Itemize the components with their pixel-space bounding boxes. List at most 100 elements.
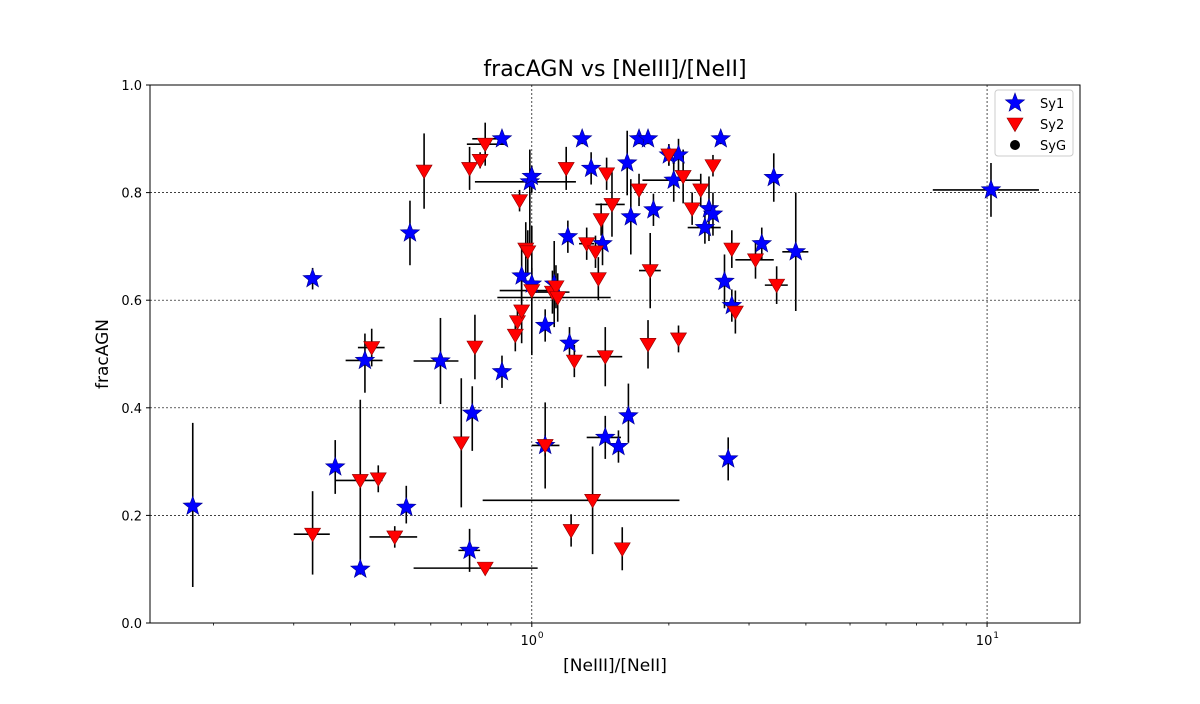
sy1-point bbox=[349, 558, 371, 578]
axis-ticks: 0.00.20.40.60.81.010 0 10 1 bbox=[121, 79, 999, 649]
y-axis-label: fracAGN bbox=[93, 319, 113, 389]
sy2-point bbox=[639, 338, 657, 353]
sy2-point bbox=[669, 332, 688, 348]
sy2-point bbox=[723, 242, 741, 258]
sy2-point bbox=[692, 183, 710, 199]
sy2-point bbox=[704, 159, 722, 174]
sy2-point bbox=[363, 341, 381, 356]
sy2-point bbox=[519, 245, 537, 260]
sy2-point bbox=[630, 183, 648, 199]
sy1-point bbox=[710, 127, 732, 148]
sy2-point bbox=[596, 350, 614, 365]
sy2-point bbox=[466, 340, 484, 356]
sy2-point bbox=[746, 253, 765, 269]
y-tick-label: 0.0 bbox=[121, 617, 142, 632]
sy2-point bbox=[461, 162, 479, 177]
sy1-point bbox=[324, 456, 346, 476]
sy1-point bbox=[511, 265, 532, 285]
sy1-point bbox=[643, 198, 664, 219]
sy2-point bbox=[562, 524, 580, 539]
plot-frame bbox=[149, 84, 1081, 624]
sy1-point bbox=[620, 205, 642, 226]
sy1-point bbox=[534, 314, 556, 335]
x-tick-label: 10 bbox=[521, 634, 538, 649]
sy2-point bbox=[603, 198, 621, 213]
sy1-point bbox=[580, 157, 602, 178]
sy2-point bbox=[549, 291, 567, 306]
sy1-point bbox=[637, 127, 659, 148]
sy1-point bbox=[557, 225, 579, 246]
sy1-point bbox=[491, 360, 513, 381]
sy1-point bbox=[980, 179, 1002, 199]
y-tick-label: 0.8 bbox=[121, 187, 142, 202]
sy2-point bbox=[523, 284, 541, 299]
sy1-point bbox=[751, 232, 773, 253]
sy2-point bbox=[584, 494, 602, 509]
sy2-point bbox=[613, 542, 631, 557]
sy1-point bbox=[608, 435, 629, 456]
sy1-point bbox=[559, 332, 580, 353]
x-axis-label: [NeIII]/[NeII] bbox=[563, 656, 667, 676]
sy1-point bbox=[430, 350, 451, 370]
y-tick-label: 0.4 bbox=[121, 402, 142, 417]
sy2-point bbox=[386, 530, 404, 546]
legend-marker-sy1 bbox=[1004, 92, 1026, 112]
sy1-point bbox=[594, 426, 616, 447]
sy1-point bbox=[182, 495, 204, 516]
sy1-point bbox=[491, 127, 513, 148]
y-tick-label: 0.2 bbox=[121, 509, 142, 524]
data-markers bbox=[182, 127, 1002, 578]
sy2-point bbox=[476, 561, 494, 577]
sy1-point bbox=[616, 152, 638, 172]
sy1-point bbox=[714, 270, 735, 291]
sy1-point bbox=[694, 216, 716, 237]
sy2-point bbox=[452, 436, 470, 451]
sy2-point bbox=[513, 304, 531, 320]
sy1-point bbox=[702, 203, 724, 223]
sy2-point bbox=[592, 213, 610, 228]
sy1-point bbox=[354, 349, 376, 370]
legend-marker-syg bbox=[1010, 140, 1020, 150]
sy1-point bbox=[399, 222, 421, 242]
sy1-point bbox=[461, 402, 483, 422]
sy2-point bbox=[683, 202, 701, 217]
sy1-point bbox=[521, 165, 543, 186]
sy2-point bbox=[508, 315, 526, 330]
sy2-point bbox=[476, 137, 494, 153]
sy2-point bbox=[726, 305, 744, 321]
x-tick-label: 10 bbox=[976, 634, 993, 649]
y-tick-label: 0.6 bbox=[121, 294, 142, 309]
sy1-point bbox=[571, 127, 593, 148]
sy2-point bbox=[674, 170, 692, 185]
sy2-point bbox=[471, 154, 489, 169]
x-tick-exponent: 1 bbox=[993, 631, 999, 641]
sy2-point bbox=[536, 439, 554, 454]
sy1-point bbox=[717, 448, 739, 468]
sy2-point bbox=[589, 272, 607, 287]
sy1-point bbox=[763, 166, 785, 187]
legend-label-sy1: Sy1 bbox=[1040, 97, 1064, 112]
sy1-point bbox=[302, 267, 323, 288]
sy2-point bbox=[304, 527, 322, 543]
sy2-point bbox=[598, 167, 616, 182]
sy2-point bbox=[415, 164, 433, 180]
sy1-point bbox=[459, 539, 480, 560]
legend-label-sy2: Sy2 bbox=[1040, 118, 1064, 133]
sy2-point bbox=[586, 245, 605, 260]
sy2-point bbox=[547, 280, 565, 295]
sy2-point bbox=[578, 237, 596, 252]
sy2-point bbox=[565, 354, 583, 370]
sy2-point bbox=[768, 278, 786, 294]
sy1-point bbox=[395, 496, 417, 517]
sy2-point bbox=[660, 148, 678, 164]
chart-title: fracAGN vs [NeIII]/[NeII] bbox=[483, 57, 746, 82]
legend: Sy1 Sy2 SyG bbox=[994, 89, 1074, 157]
sy2-point bbox=[506, 328, 524, 344]
sy1-point bbox=[618, 405, 639, 425]
y-tick-label: 1.0 bbox=[121, 79, 142, 94]
sy2-point bbox=[351, 474, 369, 489]
legend-marker-sy2 bbox=[1006, 117, 1024, 133]
sy2-point bbox=[369, 472, 387, 488]
